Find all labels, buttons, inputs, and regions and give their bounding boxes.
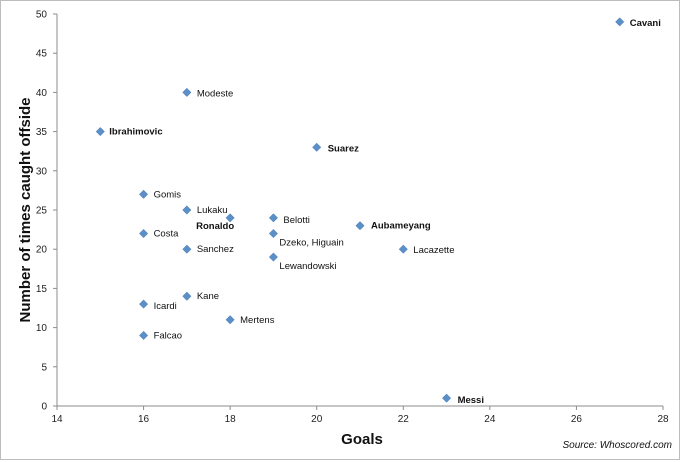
x-axis-title: Goals xyxy=(341,431,383,448)
y-tick-label: 25 xyxy=(36,206,48,217)
y-tick-label: 0 xyxy=(41,402,47,413)
y-tick-label: 50 xyxy=(36,10,48,21)
y-tick-labels: 0 5 10 15 20 25 30 35 40 45 50 xyxy=(36,10,48,413)
x-tick-label: 22 xyxy=(398,414,410,425)
data-point-marker xyxy=(225,315,235,325)
y-tick-label: 10 xyxy=(36,323,48,334)
data-point-marker xyxy=(225,213,235,223)
y-tick-label: 45 xyxy=(36,49,48,60)
data-point-label: Aubameyang xyxy=(371,221,431,232)
data-point-label: Mertens xyxy=(240,315,275,326)
data-point-label: Lewandowski xyxy=(279,261,336,272)
y-axis-title: Number of times caught offside xyxy=(17,97,34,322)
data-point-marker xyxy=(268,228,278,239)
data-point-marker xyxy=(95,127,105,137)
data-point-marker xyxy=(312,142,322,152)
x-tick-labels: 14 16 18 20 22 24 26 28 xyxy=(51,414,669,425)
data-point-marker xyxy=(182,244,192,254)
chart-axes xyxy=(53,13,664,410)
data-point-marker xyxy=(615,17,625,27)
data-point-label: Suarez xyxy=(328,143,359,154)
x-tick-label: 16 xyxy=(138,414,150,425)
point-labels: Cavani Modeste Ibrahimovic Suarez Gomis Lukak… xyxy=(109,18,661,406)
data-point-label: Lukaku xyxy=(197,205,228,216)
data-point-label: Cavani xyxy=(630,18,661,29)
x-tick-label: 28 xyxy=(657,414,669,425)
data-point-marker xyxy=(139,299,149,309)
data-point-label: Modeste xyxy=(197,88,233,99)
data-point-marker xyxy=(355,221,365,231)
data-point-label: Ronaldo xyxy=(196,221,234,232)
data-point-marker xyxy=(182,205,192,215)
y-tick-label: 20 xyxy=(36,245,48,256)
data-point-marker xyxy=(182,87,192,97)
data-point-label: Icardi xyxy=(154,301,177,312)
data-point-marker xyxy=(139,330,149,340)
y-tick-label: 35 xyxy=(36,127,48,138)
x-tick-label: 20 xyxy=(311,414,323,425)
source-note: Source: Whoscored.com xyxy=(562,440,673,451)
data-points xyxy=(95,17,625,403)
data-point-label: Messi xyxy=(458,395,484,406)
data-point-label: Dzeko, Higuain xyxy=(279,238,343,249)
x-tick-label: 24 xyxy=(484,414,496,425)
x-tick-label: 18 xyxy=(225,414,237,425)
data-point-label: Gomis xyxy=(154,189,182,200)
y-tick-label: 30 xyxy=(36,166,48,177)
data-point-label: Falcao xyxy=(154,330,183,341)
x-tick-label: 26 xyxy=(571,414,583,425)
data-point-label: Kane xyxy=(197,291,219,302)
data-point-label: Costa xyxy=(154,229,180,240)
y-tick-label: 40 xyxy=(36,88,48,99)
data-point-marker xyxy=(398,244,408,254)
data-point-marker xyxy=(268,213,278,223)
data-point-marker xyxy=(139,189,149,199)
data-point-marker xyxy=(442,393,452,403)
x-tick-label: 14 xyxy=(51,414,63,425)
y-tick-label: 5 xyxy=(41,362,47,373)
data-point-label: Lacazette xyxy=(413,245,454,256)
data-point-marker xyxy=(182,291,192,301)
y-tick-label: 15 xyxy=(36,284,48,295)
data-point-label: Belotti xyxy=(283,215,309,226)
data-point-marker xyxy=(268,252,278,262)
data-point-marker xyxy=(139,228,149,239)
data-point-label: Ibrahimovic xyxy=(109,127,162,138)
data-point-label: Sanchez xyxy=(197,244,234,255)
